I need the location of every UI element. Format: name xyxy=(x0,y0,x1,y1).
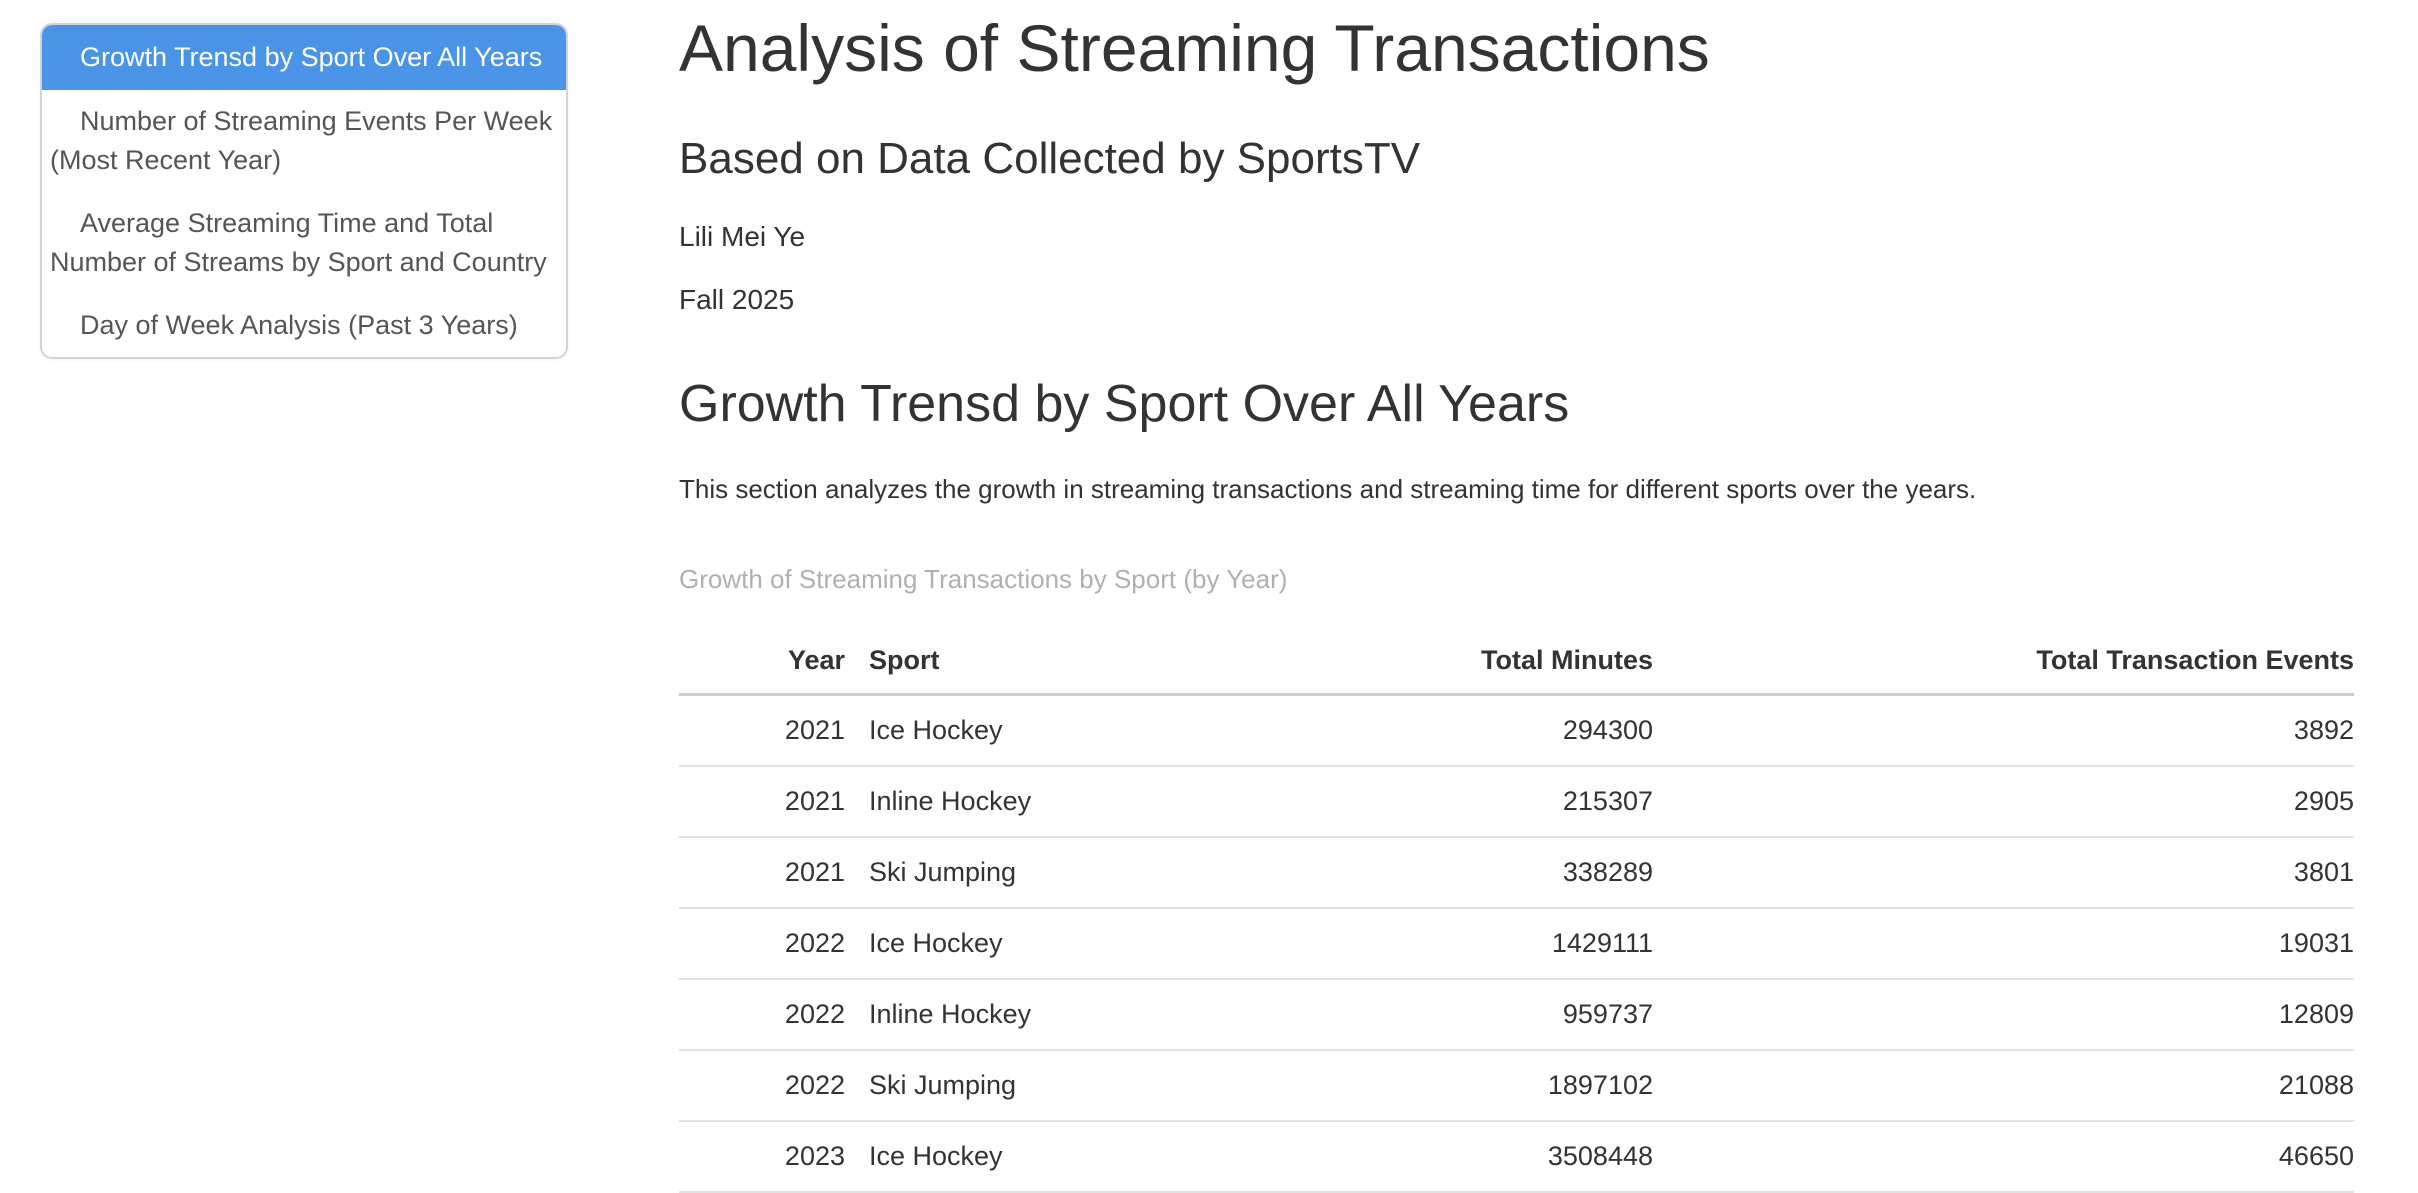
author-line: Lili Mei Ye xyxy=(679,220,806,252)
year-cell: 2022 xyxy=(679,1049,845,1122)
sport-cell: Ski Jumping xyxy=(845,1049,1279,1122)
toc-item-1[interactable]: Growth Trensd by Sport Over All Years xyxy=(42,25,566,90)
total-minutes-cell: 1429111 xyxy=(1279,907,1653,980)
total-transaction-events-cell: 3801 xyxy=(1653,836,2354,909)
total-minutes-cell: 338289 xyxy=(1279,836,1653,909)
toc-item-3[interactable]: Average Streaming Time and Total Number … xyxy=(50,208,547,277)
table-row: 2021 Ski Jumping 338289 3801 xyxy=(679,836,2354,909)
toc-item-2[interactable]: Number of Streaming Events Per Week (Mos… xyxy=(50,106,553,175)
sport-cell: Ice Hockey xyxy=(845,694,1279,767)
year-cell: 2021 xyxy=(679,836,845,909)
column-header-total-transaction-events: Total Transaction Events xyxy=(1653,622,2354,696)
table-row: 2022 Inline Hockey 959737 12809 xyxy=(679,978,2354,1051)
sport-cell: Inline Hockey xyxy=(845,765,1279,838)
total-transaction-events-cell: 12809 xyxy=(1653,978,2354,1051)
table-header-row: Year Sport Total Minutes Total Transacti… xyxy=(679,622,2354,696)
year-cell: 2022 xyxy=(679,978,845,1051)
column-header-total-minutes: Total Minutes xyxy=(1279,622,1653,696)
year-cell: 2022 xyxy=(679,907,845,980)
total-transaction-events-cell: 19031 xyxy=(1653,907,2354,980)
toc-list: Growth Trensd by Sport Over All Years Num… xyxy=(42,25,566,357)
total-transaction-events-cell: 21088 xyxy=(1653,1049,2354,1122)
table-of-contents: Growth Trensd by Sport Over All Years Num… xyxy=(40,23,568,359)
total-transaction-events-cell: 46650 xyxy=(1653,1120,2354,1193)
total-minutes-cell: 959737 xyxy=(1279,978,1653,1051)
year-cell: 2023 xyxy=(679,1120,845,1193)
table-caption: Growth of Streaming Transactions by Spor… xyxy=(679,563,1288,594)
sport-cell: Ski Jumping xyxy=(845,836,1279,909)
table-row: 2022 Ski Jumping 1897102 21088 xyxy=(679,1049,2354,1122)
section-description: This section analyzes the growth in stre… xyxy=(679,473,1977,504)
page-title: Analysis of Streaming Transactions xyxy=(679,11,1710,85)
report-content: Analysis of Streaming Transactions Based… xyxy=(679,0,2354,1193)
year-cell: 2021 xyxy=(679,694,845,767)
table-row: 2023 Ice Hockey 3508448 46650 xyxy=(679,1120,2354,1193)
page-subtitle: Based on Data Collected by SportsTV xyxy=(679,134,1421,184)
sport-cell: Inline Hockey xyxy=(845,978,1279,1051)
sport-cell: Ice Hockey xyxy=(845,1120,1279,1193)
year-cell: 2021 xyxy=(679,765,845,838)
total-minutes-cell: 215307 xyxy=(1279,765,1653,838)
table-row: 2022 Ice Hockey 1429111 19031 xyxy=(679,907,2354,980)
total-minutes-cell: 294300 xyxy=(1279,694,1653,767)
total-minutes-cell: 3508448 xyxy=(1279,1120,1653,1193)
total-transaction-events-cell: 3892 xyxy=(1653,694,2354,767)
total-minutes-cell: 1897102 xyxy=(1279,1049,1653,1122)
column-header-sport: Sport xyxy=(845,622,1279,696)
table-row: 2021 Inline Hockey 215307 2905 xyxy=(679,765,2354,838)
total-transaction-events-cell: 2905 xyxy=(1653,765,2354,838)
table-row: 2021 Ice Hockey 294300 3892 xyxy=(679,694,2354,767)
sport-cell: Ice Hockey xyxy=(845,907,1279,980)
date-line: Fall 2025 xyxy=(679,283,795,315)
section-heading: Growth Trensd by Sport Over All Years xyxy=(679,374,1570,433)
growth-table: Growth of Streaming Transactions by Spor… xyxy=(679,506,2354,1193)
table-body: 2021 Ice Hockey 294300 3892 2021 Inline Hocke… xyxy=(679,694,2354,1193)
toc-item-4[interactable]: Day of Week Analysis (Past 3 Years) xyxy=(80,310,518,340)
column-header-year: Year xyxy=(679,622,845,696)
